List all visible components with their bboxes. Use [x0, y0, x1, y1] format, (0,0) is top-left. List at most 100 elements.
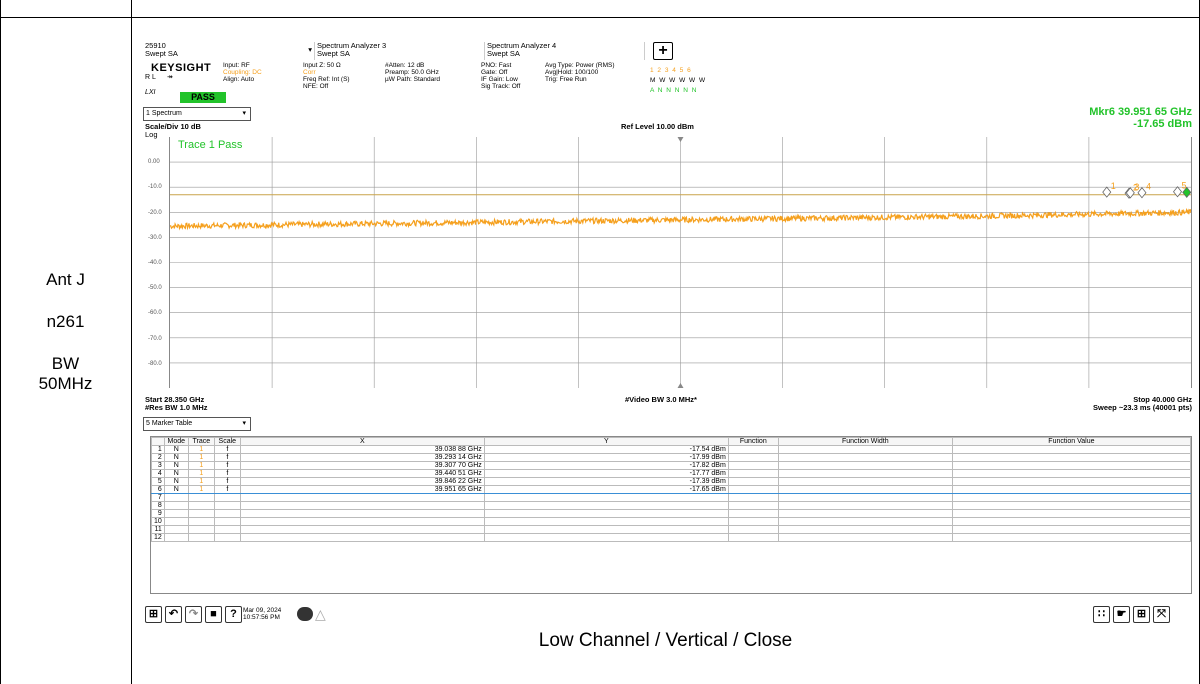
table-cell — [187, 533, 215, 542]
undo-icon[interactable]: ↶ — [165, 606, 182, 623]
table-cell: 39.440 51 GHz — [239, 469, 485, 478]
trace-detectors: A N N N N N — [650, 87, 698, 94]
y-tick: -30.0 — [148, 235, 162, 241]
ref-level-marker — [677, 137, 684, 142]
table-cell — [187, 501, 215, 510]
info-input[interactable]: Input: RF Coupling: DC Align: Auto — [223, 62, 262, 102]
table-cell: 7 — [151, 493, 165, 502]
info-atten[interactable]: #Atten: 12 dB Preamp: 50.0 GHz µW Path: … — [385, 62, 440, 102]
table-cell: N — [163, 461, 189, 470]
touch-icon[interactable]: ☛ — [1113, 606, 1130, 623]
spectrum-dropdown[interactable]: 1 Spectrum ▾ — [143, 107, 251, 121]
tab-dropdown-icon[interactable]: ▾ — [308, 45, 312, 54]
col-mode: Mode — [163, 437, 189, 446]
chevron-down-icon: ▾ — [242, 110, 246, 117]
table-cell: 6 — [151, 485, 165, 494]
table-cell — [951, 517, 1192, 526]
redo-icon[interactable]: ↷ — [185, 606, 202, 623]
tab-title: Spectrum Analyzer 4 — [487, 41, 557, 50]
table-cell: 1 — [187, 445, 215, 454]
marker-table: Mode Trace Scale X Y Function Function W… — [150, 436, 1192, 594]
sweep-label: Sweep ~23.3 ms (40001 pts) — [1092, 403, 1192, 412]
table-cell — [727, 509, 779, 518]
keysight-logo: KEYSIGHT — [151, 62, 212, 74]
table-row[interactable]: 9 — [151, 509, 1192, 518]
col-function-width: Function Width — [777, 437, 953, 446]
band-label: n261 — [46, 312, 85, 331]
warning-icon[interactable]: △ — [315, 606, 326, 622]
tab-25910[interactable]: 25910 Swept SA ▾ — [143, 42, 315, 60]
table-cell: -17.82 dBm — [483, 461, 729, 470]
table-cell — [951, 445, 1192, 454]
table-row[interactable]: 10 — [151, 517, 1192, 526]
table-row[interactable]: 11 — [151, 525, 1192, 534]
windows-icon[interactable]: ⊞ — [145, 606, 162, 623]
info-line: Sig Track: Off — [481, 83, 521, 90]
message-icon[interactable] — [297, 607, 313, 621]
start-freq-label: Start 28.350 GHz — [145, 395, 205, 404]
info-line: Corr — [303, 69, 316, 76]
tab-spectrum-analyzer-4[interactable]: Spectrum Analyzer 4 Swept SA — [485, 42, 645, 60]
table-cell: 1 — [151, 445, 165, 454]
table-cell — [727, 485, 779, 494]
table-row[interactable]: 6 N 1 f 39.951 65 GHz -17.65 dBm — [151, 485, 1192, 494]
table-cell: -17.99 dBm — [483, 453, 729, 462]
table-cell — [483, 501, 729, 510]
table-row[interactable]: 1 N 1 f 39.038 88 GHz -17.54 dBm — [151, 445, 1192, 454]
tab-spectrum-analyzer-3[interactable]: Spectrum Analyzer 3 Swept SA — [315, 42, 485, 60]
table-cell — [163, 525, 189, 534]
table-cell: 1 — [187, 485, 215, 494]
help-icon[interactable]: ? — [225, 606, 242, 623]
marker-1-diamond — [1102, 186, 1112, 198]
table-cell: -17.39 dBm — [483, 477, 729, 486]
y-tick: -20.0 — [148, 210, 162, 216]
table-cell — [483, 493, 729, 502]
spectrum-dropdown-label: 1 Spectrum — [146, 110, 182, 117]
table-row[interactable]: 7 — [151, 493, 1192, 502]
table-cell: 3 — [151, 461, 165, 470]
table-cell: 2 — [151, 453, 165, 462]
table-cell: 12 — [151, 533, 165, 542]
table-cell — [187, 525, 215, 534]
table-cell — [777, 517, 953, 526]
info-input-z[interactable]: Input Z: 50 Ω Corr Freq Ref: Int (S) NFE… — [303, 62, 350, 102]
info-line: Preamp: 50.0 GHz — [385, 69, 439, 76]
marker-4-label: 4 — [1146, 182, 1151, 192]
info-line: Avg Type: Power (RMS) — [545, 62, 615, 69]
window-layout-icon[interactable]: ⊞ — [1133, 606, 1150, 623]
table-row[interactable]: 2 N 1 f 39.293 14 GHz -17.99 dBm — [151, 453, 1192, 462]
table-cell — [163, 501, 189, 510]
table-cell: 4 — [151, 469, 165, 478]
table-row[interactable]: 4 N 1 f 39.440 51 GHz -17.77 dBm — [151, 469, 1192, 478]
trace-status[interactable]: 1 2 3 4 5 6 M W W W W W A N N N N N — [650, 66, 706, 96]
table-cell — [483, 525, 729, 534]
info-avg[interactable]: Avg Type: Power (RMS) Avg|Hold: 100/100 … — [545, 62, 614, 102]
table-cell: 1 — [187, 469, 215, 478]
fullscreen-icon[interactable]: ⤧ — [1153, 606, 1170, 623]
info-line: Align: Auto — [223, 76, 255, 83]
table-row[interactable]: 5 N 1 f 39.846 22 GHz -17.39 dBm — [151, 477, 1192, 486]
keypad-icon[interactable]: ∷ — [1093, 606, 1110, 623]
marker-table-dropdown[interactable]: 5 Marker Table ▾ — [143, 417, 251, 431]
table-cell — [777, 485, 953, 494]
table-cell: f — [213, 445, 241, 454]
add-tab-button[interactable]: + — [653, 42, 673, 60]
table-row[interactable]: 8 — [151, 501, 1192, 510]
tab-subtitle: Swept SA — [145, 49, 178, 58]
folder-icon[interactable]: ■ — [205, 606, 222, 623]
table-cell — [727, 501, 779, 510]
table-cell: 39.038 88 GHz — [239, 445, 485, 454]
trace-pass-label: Trace 1 Pass — [178, 139, 243, 151]
table-row[interactable]: 3 N 1 f 39.307 70 GHz -17.82 dBm — [151, 461, 1192, 470]
info-line: Input: RF — [223, 62, 250, 69]
info-pno[interactable]: PNO: Fast Gate: Off IF Gain: Low Sig Tra… — [481, 62, 520, 102]
table-cell — [777, 469, 953, 478]
table-cell: f — [213, 469, 241, 478]
table-cell: -17.54 dBm — [483, 445, 729, 454]
rl-indicators: R L ↠ LXI — [145, 73, 173, 97]
table-row[interactable]: 12 — [151, 533, 1192, 542]
table-cell — [727, 453, 779, 462]
table-cell — [239, 533, 485, 542]
